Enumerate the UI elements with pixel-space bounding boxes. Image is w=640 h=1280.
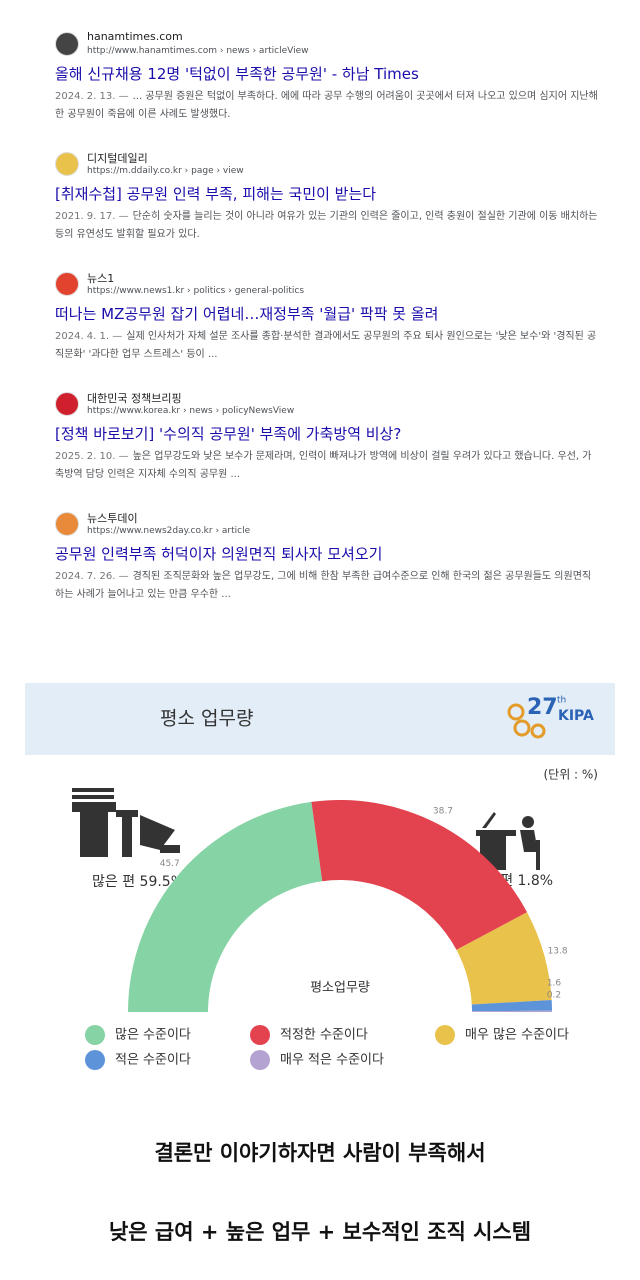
logo: 27 th KIPA — [507, 695, 594, 739]
caption: 낮은 급여 + 높은 업무 + 보수적인 조직 시스템 — [108, 1220, 532, 1244]
wedge — [128, 801, 323, 1012]
legend-label: 매우 적은 수준이다 — [280, 1053, 384, 1068]
wedge — [311, 800, 528, 950]
logo-name: KIPA — [558, 708, 594, 724]
result-snippet: 2024. 2. 13. —... 공무원 증원은 턱없이 부족하다. 에에 따… — [55, 88, 600, 124]
site-name: hanamtimes.com — [87, 30, 183, 43]
site-icon — [55, 32, 79, 56]
site-url: https://www.korea.kr › news › policyNews… — [87, 406, 295, 416]
legend-swatch — [250, 1025, 270, 1045]
legend-swatch — [85, 1050, 105, 1070]
chart-title: 평소 업무량 — [160, 708, 253, 730]
snippet-text: 단순히 숫자를 늘리는 것이 아니라 여유가 있는 기관의 인력은 줄이고, 인… — [55, 211, 598, 240]
site-url: https://m.ddaily.co.kr › page › view — [87, 166, 244, 176]
result-title[interactable]: 떠나는 MZ공무원 잡기 어렵네…재정부족 '월급' 팍팍 못 올려 — [55, 305, 439, 323]
result-title[interactable]: [취재수첩] 공무원 인력 부족, 피해는 국민이 받는다 — [55, 185, 377, 203]
result-title[interactable]: [정책 바로보기] '수의직 공무원' 부족에 가축방역 비상? — [55, 425, 402, 443]
result-title[interactable]: 공무원 인력부족 허덕이자 의원면직 퇴사자 모셔오기 — [55, 545, 383, 563]
icon-busy — [72, 788, 180, 857]
data-label: 45.7 — [160, 859, 180, 869]
site-icon — [55, 152, 79, 176]
result-date: 2024. 4. 1. — — [55, 331, 123, 342]
site-url: http://www.hanamtimes.com › news › artic… — [87, 46, 309, 56]
data-label: 1.6 — [547, 978, 562, 988]
wedge — [456, 912, 552, 1005]
site-name: 뉴스1 — [87, 272, 115, 285]
site-name: 디지털데일리 — [87, 152, 148, 165]
data-label: 0.2 — [547, 990, 561, 1000]
result-date: 2025. 2. 10. — — [55, 451, 129, 462]
logo-number: 27 — [527, 695, 558, 720]
result-snippet: 2025. 2. 10. — 높은 업무강도와 낮은 보수가 문제라며, 인력이 … — [55, 448, 600, 484]
unit-label: (단위 : %) — [543, 768, 598, 782]
snippet-text: ... 공무원 증원은 턱없이 부족하다. 에에 따라 공무 수행의 어려움이 … — [55, 91, 598, 120]
search-results: hanamtimes.com http://www.hanamtimes.com … — [55, 30, 600, 604]
result-snippet: 2024. 4. 1. — 실제 인사처가 자체 설문 조사를 종합·분석한 결과… — [55, 328, 600, 364]
result-title[interactable]: 올해 신규채용 12명 '턱없이 부족한 공무원' - 하남 Times — [55, 65, 419, 83]
result-date: 2024. 7. 26. — — [55, 571, 129, 582]
result-snippet: 2021. 9. 17. — 단순히 숫자를 늘리는 것이 아니라 여유가 있는 … — [55, 208, 600, 244]
legend-swatch — [435, 1025, 455, 1045]
site-url: https://www.news1.kr › politics › genera… — [87, 286, 305, 296]
site-url: https://www.news2day.co.kr › article — [87, 526, 251, 536]
legend-swatch — [85, 1025, 105, 1045]
data-label: 13.8 — [548, 946, 568, 956]
legend-label: 많은 수준이다 — [115, 1028, 191, 1043]
caption: 결론만 이야기하자면 사람이 부족해서 — [154, 1141, 486, 1165]
center-label: 평소업무량 — [310, 981, 370, 996]
wedge — [471, 1000, 552, 1012]
legend-swatch — [250, 1050, 270, 1070]
chart: 평소 업무량 27 th KIPA (단위 : %) 많은 편 59.5% 적은… — [25, 683, 615, 1070]
snippet-text: 높은 업무강도와 낮은 보수가 문제라며, 인력이 빠져나가 방역에 비상이 걸… — [55, 451, 592, 480]
site-icon — [55, 272, 79, 296]
data-label: 38.7 — [433, 806, 453, 816]
result-date: 2021. 9. 17. — — [55, 211, 129, 222]
result-snippet: 2024. 7. 26. — 경직된 조직문화와 높은 업무강도, 그에 비해 한… — [55, 568, 600, 604]
legend-label: 적정한 수준이다 — [280, 1028, 368, 1043]
legend-label: 적은 수준이다 — [115, 1053, 191, 1068]
snippet-text: 실제 인사처가 자체 설문 조사를 종합·분석한 결과에서도 공무원의 주요 퇴… — [55, 331, 597, 360]
snippet-text: 경직된 조직문화와 높은 업무강도, 그에 비해 한참 부족한 급여수준으로 인… — [55, 571, 592, 600]
site-name: 뉴스투데이 — [87, 512, 138, 525]
site-icon — [55, 392, 79, 416]
legend-label: 매우 많은 수준이다 — [465, 1028, 569, 1043]
site-name: 대한민국 정책브리핑 — [87, 392, 182, 405]
wedge — [471, 1010, 552, 1012]
annotation: 많은 편 59.5% — [92, 874, 184, 890]
logo-suffix: th — [557, 696, 566, 706]
site-icon — [55, 512, 79, 536]
result-date: 2024. 2. 13. — — [55, 91, 129, 102]
